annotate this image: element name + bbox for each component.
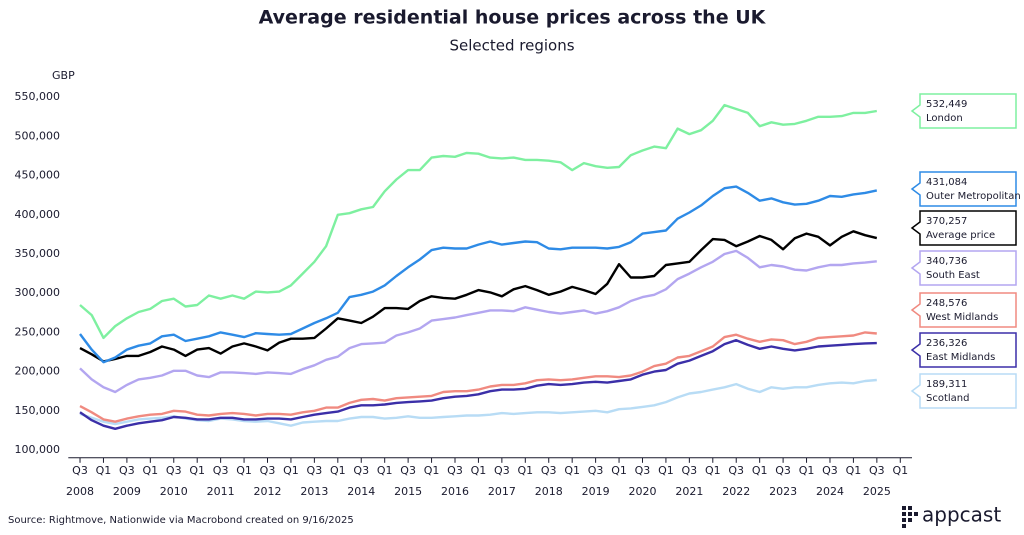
legend-label: South East bbox=[926, 270, 980, 281]
line-2 bbox=[79, 230, 878, 363]
x-tick-label: Q1 bbox=[517, 464, 533, 477]
end-callout bbox=[910, 171, 1017, 207]
end-value-label: 248,576 bbox=[926, 298, 967, 309]
y-tick-label: 350,000 bbox=[15, 247, 61, 260]
x-tick-label: Q1 bbox=[377, 464, 393, 477]
x-year-label: 2022 bbox=[722, 485, 750, 498]
x-tick-label: Q1 bbox=[471, 464, 487, 477]
x-tick-label: Q3 bbox=[541, 464, 557, 477]
end-callout bbox=[910, 373, 1017, 409]
x-year-label: 2008 bbox=[66, 485, 94, 498]
legend-label: Average price bbox=[926, 230, 995, 241]
end-value-label: 532,449 bbox=[926, 99, 967, 110]
end-value-label: 370,257 bbox=[926, 216, 967, 227]
y-tick-label: 500,000 bbox=[15, 129, 61, 142]
x-year-label: 2021 bbox=[675, 485, 703, 498]
source: Source: Rightmove, Nationwide via Macrob… bbox=[8, 515, 354, 526]
x-year-label: 2019 bbox=[582, 485, 610, 498]
x-tick-label: Q3 bbox=[307, 464, 323, 477]
chart-title: Average residential house prices across … bbox=[259, 7, 767, 29]
x-tick-label: Q1 bbox=[892, 464, 908, 477]
end-value-label: 236,326 bbox=[926, 338, 967, 349]
x-year-label: 2025 bbox=[863, 485, 891, 498]
logo: appcast bbox=[922, 503, 1001, 527]
y-tick-label: 400,000 bbox=[15, 208, 61, 221]
y-tick-label: 450,000 bbox=[15, 169, 61, 182]
x-tick-label: Q3 bbox=[869, 464, 885, 477]
line-3 bbox=[79, 249, 877, 394]
x-tick-label: Q1 bbox=[611, 464, 627, 477]
x-tick-label: Q1 bbox=[658, 464, 674, 477]
logo-icon bbox=[902, 506, 918, 528]
x-tick-label: Q3 bbox=[635, 464, 651, 477]
y-tick-label: 550,000 bbox=[15, 90, 61, 103]
y-tick-label: 300,000 bbox=[15, 286, 61, 299]
x-year-label: 2013 bbox=[300, 485, 328, 498]
y-tick-label: 250,000 bbox=[15, 325, 61, 338]
x-tick-label: Q1 bbox=[705, 464, 721, 477]
x-year-label: 2023 bbox=[769, 485, 797, 498]
x-year-label: 2016 bbox=[441, 485, 469, 498]
end-callout bbox=[910, 292, 1017, 328]
end-callout bbox=[910, 210, 1017, 246]
x-year-label: 2014 bbox=[347, 485, 375, 498]
y-tick-label: 100,000 bbox=[15, 443, 61, 456]
x-tick-label: Q3 bbox=[400, 464, 416, 477]
line-1 bbox=[79, 185, 878, 364]
x-tick-label: Q3 bbox=[166, 464, 182, 477]
x-tick-label: Q1 bbox=[189, 464, 205, 477]
y-tick-label: 150,000 bbox=[15, 404, 61, 417]
x-tick-label: Q3 bbox=[119, 464, 135, 477]
x-tick-label: Q3 bbox=[447, 464, 463, 477]
x-tick-label: Q1 bbox=[283, 464, 299, 477]
x-year-label: 2010 bbox=[160, 485, 188, 498]
x-tick-label: Q3 bbox=[588, 464, 604, 477]
line-4 bbox=[79, 331, 877, 423]
x-tick-label: Q3 bbox=[260, 464, 276, 477]
x-tick-label: Q1 bbox=[752, 464, 768, 477]
x-tick-label: Q3 bbox=[775, 464, 791, 477]
end-value-label: 340,736 bbox=[926, 256, 967, 267]
x-tick-label: Q1 bbox=[799, 464, 815, 477]
y-tick-label: 200,000 bbox=[15, 365, 61, 378]
x-tick-label: Q3 bbox=[682, 464, 698, 477]
end-value-label: 431,084 bbox=[926, 177, 967, 188]
y-unit: GBP bbox=[52, 69, 75, 82]
x-year-label: 2020 bbox=[628, 485, 656, 498]
chart-subtitle: Selected regions bbox=[449, 37, 574, 55]
x-year-label: 2011 bbox=[207, 485, 235, 498]
end-callout bbox=[910, 250, 1017, 286]
end-value-label: 189,311 bbox=[926, 379, 967, 390]
x-year-label: 2009 bbox=[113, 485, 141, 498]
x-tick-label: Q3 bbox=[822, 464, 838, 477]
x-tick-label: Q1 bbox=[236, 464, 252, 477]
x-tick-label: Q3 bbox=[494, 464, 510, 477]
x-tick-label: Q1 bbox=[96, 464, 112, 477]
x-tick-label: Q3 bbox=[213, 464, 229, 477]
legend-label: Scotland bbox=[926, 393, 969, 404]
x-tick-label: Q3 bbox=[353, 464, 369, 477]
legend-label: West Midlands bbox=[926, 312, 998, 323]
x-tick-label: Q1 bbox=[142, 464, 158, 477]
x-tick-label: Q1 bbox=[564, 464, 580, 477]
line-6 bbox=[79, 378, 877, 427]
x-year-label: 2017 bbox=[488, 485, 516, 498]
x-year-label: 2012 bbox=[254, 485, 282, 498]
x-tick-label: Q3 bbox=[72, 464, 88, 477]
x-tick-label: Q1 bbox=[846, 464, 862, 477]
legend-label: Outer Metropolitan bbox=[926, 191, 1021, 202]
x-tick-label: Q1 bbox=[330, 464, 346, 477]
legend-label: London bbox=[926, 113, 963, 124]
legend-label: East Midlands bbox=[926, 352, 995, 363]
x-tick-label: Q1 bbox=[424, 464, 440, 477]
x-year-label: 2015 bbox=[394, 485, 422, 498]
end-callout bbox=[910, 332, 1017, 368]
line-5 bbox=[79, 339, 877, 430]
x-year-label: 2018 bbox=[535, 485, 563, 498]
end-callout bbox=[910, 93, 1017, 129]
x-tick-label: Q3 bbox=[728, 464, 744, 477]
x-year-label: 2024 bbox=[816, 485, 844, 498]
line-0 bbox=[79, 103, 877, 340]
